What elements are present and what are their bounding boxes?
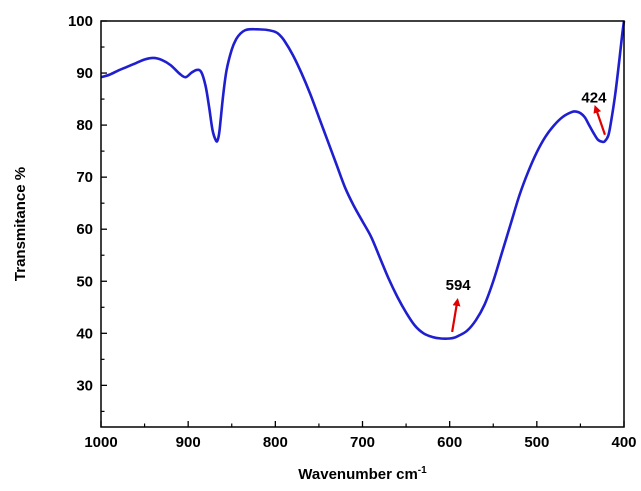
x-tick-label: 1000	[84, 434, 117, 451]
x-tick-label: 800	[263, 434, 288, 451]
x-axis-title-superscript: -1	[418, 465, 427, 476]
x-tick-label: 700	[350, 434, 375, 451]
x-tick-label: 900	[176, 434, 201, 451]
y-tick-label: 80	[76, 117, 93, 134]
annotations: 594 424	[446, 90, 607, 333]
plot-frame	[100, 20, 625, 428]
transmittance-series-line	[100, 20, 626, 340]
annotation-label-594: 594	[446, 277, 472, 294]
y-tick-label: 30	[76, 377, 93, 394]
series-layer	[100, 20, 626, 340]
annotation-arrow-594	[451, 297, 461, 333]
y-tick-label: 60	[76, 221, 93, 238]
y-tick-label: 50	[76, 273, 93, 290]
x-tick-label: 500	[524, 434, 549, 451]
y-tick-label: 100	[68, 13, 93, 30]
y-tick-label: 70	[76, 169, 93, 186]
annotation-arrow-424	[593, 104, 606, 136]
tick-labels: 1000 900 800 700 600 500 400 30 40 50 60 70 80 90 100	[68, 13, 637, 451]
annotation-label-424: 424	[581, 90, 607, 107]
x-tick-label: 600	[437, 434, 462, 451]
x-tick-label: 400	[611, 434, 636, 451]
x-axis-title-text: Wavenumber cm	[298, 466, 417, 483]
y-tick-label: 90	[76, 65, 93, 82]
y-axis-title: Transmitance %	[12, 167, 29, 281]
y-tick-label: 40	[76, 325, 93, 342]
x-axis-title: Wavenumber cm-1	[298, 465, 427, 483]
